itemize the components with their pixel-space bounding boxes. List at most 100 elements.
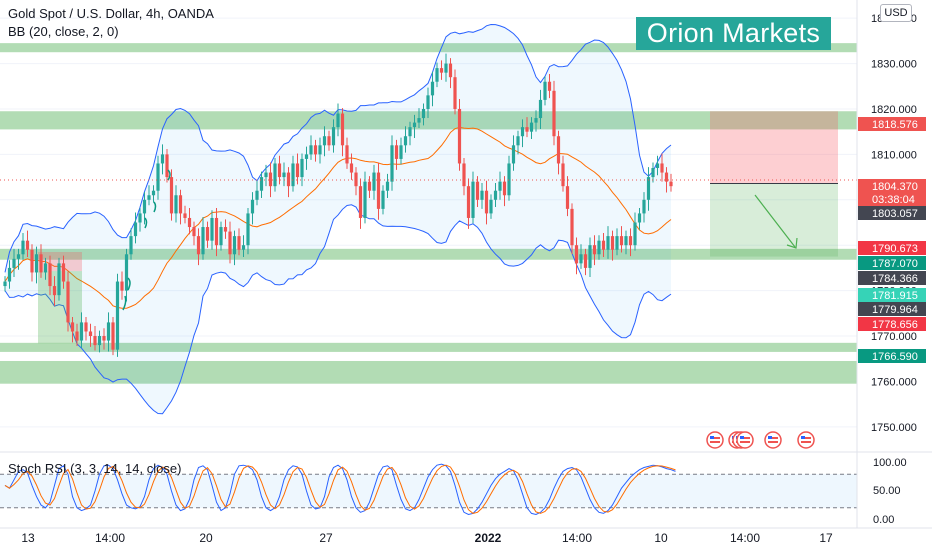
candle — [457, 98, 462, 171]
candle — [547, 74, 552, 99]
candle — [358, 178, 363, 229]
candle-body — [439, 68, 444, 73]
candle-body — [61, 263, 66, 282]
candle — [268, 162, 273, 198]
price-badge-bg — [858, 241, 926, 255]
candle — [493, 182, 498, 208]
price-badge-text: 1781.915 — [872, 290, 918, 302]
candle — [484, 180, 489, 225]
time-axis[interactable]: 13 14:00 20 27 2022 14:00 10 14:00 17 — [0, 527, 932, 545]
candle-body — [79, 322, 84, 341]
stoch-legend[interactable]: Stoch RSI (3, 3, 14, 14, close) — [8, 461, 182, 476]
candle — [394, 139, 399, 170]
candle — [214, 207, 219, 257]
flag-stripe — [768, 437, 778, 439]
zone — [0, 111, 857, 130]
candle — [313, 139, 318, 162]
candle-body — [273, 163, 277, 187]
flag-stripe — [801, 441, 811, 443]
candle-body — [57, 263, 61, 296]
candle-body — [597, 240, 601, 255]
candle — [300, 153, 304, 187]
candle-body — [349, 163, 354, 173]
candle-body — [624, 236, 628, 246]
stoch-tick-label: 100.00 — [873, 457, 907, 469]
candle-body — [169, 177, 174, 214]
currency-label[interactable]: USD — [880, 4, 912, 22]
candle-body — [178, 195, 183, 214]
wave-marks — [122, 169, 171, 311]
candle — [637, 207, 642, 230]
candle — [570, 203, 574, 255]
candle-body — [466, 186, 471, 218]
candle-body — [525, 127, 529, 132]
indicator-legend[interactable]: BB (20, close, 2, 0) — [8, 24, 119, 39]
price-badge: 03:38:04 — [858, 192, 926, 206]
candle-body — [232, 236, 237, 255]
candle-body — [318, 145, 322, 155]
event-flags[interactable] — [706, 431, 815, 449]
candle — [318, 137, 322, 164]
candle-body — [462, 163, 466, 187]
candle — [286, 167, 291, 198]
candle — [237, 228, 241, 256]
flag-canton — [801, 436, 805, 439]
symbol-title[interactable]: Gold Spot / U.S. Dollar, 4h, OANDA — [8, 6, 214, 21]
price-badge-bg — [858, 349, 926, 363]
zone — [0, 360, 857, 384]
candle-body — [165, 154, 169, 178]
candle — [633, 212, 637, 251]
price-axis[interactable]: 1840.0001830.0001820.0001810.0001800.000… — [856, 0, 926, 528]
candle — [642, 192, 646, 223]
candle-body — [7, 267, 12, 282]
candle-body — [430, 81, 435, 96]
candle — [97, 330, 102, 353]
candle — [282, 162, 286, 187]
price-tick-label: 1770.000 — [871, 331, 917, 343]
candle-body — [412, 122, 417, 128]
candle — [588, 237, 592, 277]
candle — [529, 117, 534, 139]
candle-body — [615, 236, 619, 250]
candle — [232, 230, 237, 266]
candle-body — [390, 145, 394, 182]
candle — [601, 232, 606, 258]
candle — [219, 221, 223, 251]
candle — [57, 257, 61, 301]
candle — [39, 244, 43, 278]
candle — [264, 164, 268, 187]
candle-body — [385, 181, 390, 191]
candle — [66, 271, 70, 332]
candle-body — [268, 172, 273, 187]
candle — [426, 87, 430, 119]
price-badge-bg — [858, 179, 926, 193]
candle — [340, 108, 345, 157]
candle-body — [579, 254, 583, 264]
candle-body — [583, 254, 588, 268]
candle-body — [552, 90, 556, 137]
candle-body — [102, 336, 106, 341]
candle — [543, 76, 547, 106]
candle — [583, 248, 588, 276]
candle-body — [277, 163, 282, 178]
support-resistance-zones — [0, 43, 857, 384]
candle — [115, 273, 120, 357]
stop-zone — [710, 111, 838, 184]
candle-body — [619, 236, 624, 246]
candle-body — [151, 190, 156, 196]
candle — [520, 119, 525, 148]
candle — [3, 276, 7, 292]
price-badge-text: 1790.673 — [872, 243, 918, 255]
candle — [309, 135, 313, 160]
candle — [223, 219, 228, 239]
candle — [102, 328, 106, 350]
price-badge: 1779.964 — [858, 302, 926, 316]
candle — [556, 130, 561, 175]
candle-body — [354, 172, 358, 187]
candle — [579, 244, 583, 269]
candlesticks — [0, 53, 857, 357]
candle — [655, 155, 660, 176]
candle-body — [511, 145, 516, 164]
candle-body — [124, 254, 129, 291]
